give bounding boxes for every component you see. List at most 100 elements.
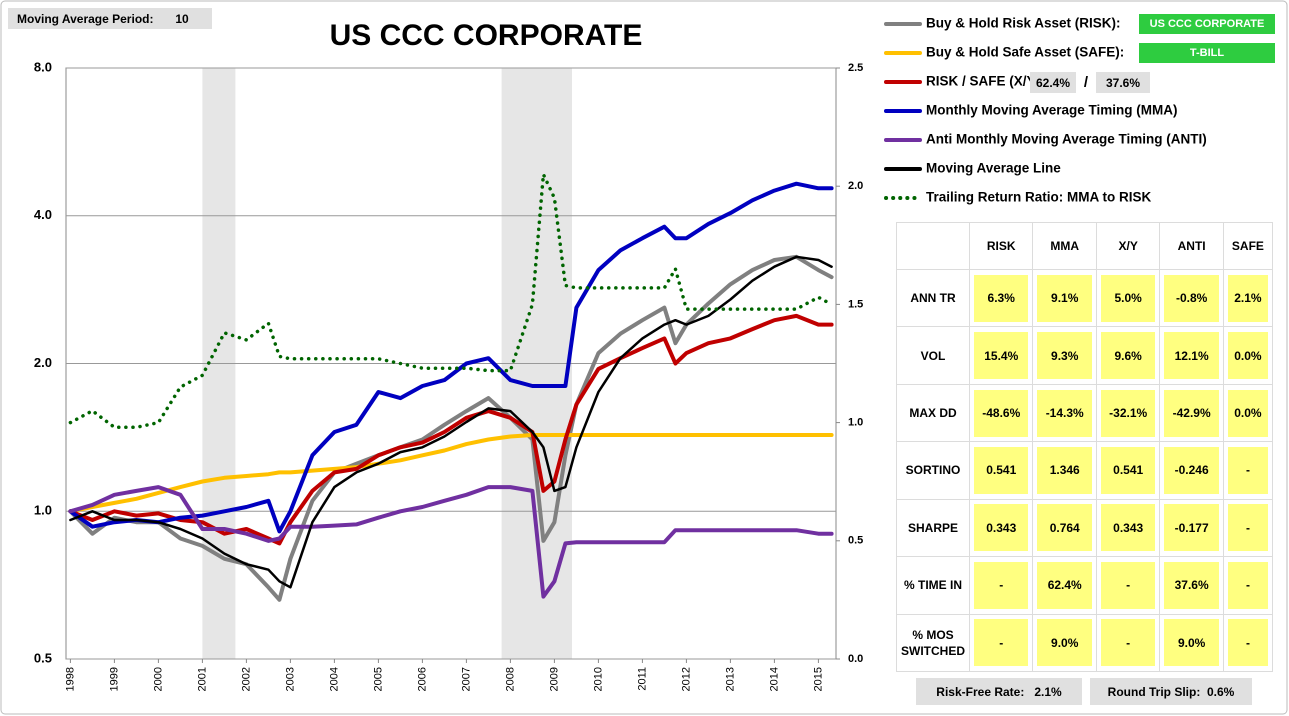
series-line — [69, 255, 833, 589]
cell-value: 9.3% — [1037, 332, 1092, 380]
table-cell: 9.1% — [1032, 268, 1097, 328]
table-cell: 1.346 — [1032, 441, 1097, 500]
row-label: % TIME IN — [896, 556, 970, 615]
table-cell: 9.6% — [1095, 326, 1161, 385]
y2-tick-label: 2.5 — [848, 62, 863, 74]
y2-tick-label: 0.5 — [848, 535, 863, 547]
x-tick-label: 2000 — [152, 667, 164, 691]
table-cell: - — [1222, 441, 1274, 500]
x-tick-label: 2007 — [460, 667, 472, 691]
series-line — [68, 433, 834, 514]
cell-value: 0.0% — [1227, 389, 1268, 437]
chart-title: US CCC CORPORATE — [330, 19, 643, 52]
series-line — [68, 313, 834, 546]
y-tick-label: 2.0 — [34, 355, 52, 370]
legend-label: Buy & Hold Safe Asset (SAFE): — [926, 45, 1124, 60]
legend-label: Anti Monthly Moving Average Timing (ANTI… — [926, 132, 1207, 147]
cell-value: - — [1227, 446, 1268, 494]
table-cell: - — [1222, 498, 1274, 558]
table-cell: 0.343 — [1095, 498, 1161, 558]
table-cell: 5.0% — [1095, 268, 1161, 328]
x-tick-label: 2001 — [196, 667, 208, 691]
cell-value: 0.343 — [1100, 504, 1156, 552]
table-cell: -0.8% — [1159, 268, 1224, 328]
stats-table: RISK MMA X/Y ANTI SAFE ANN TR 6.3% 9.1% 5.0% -0.8… — [896, 222, 1274, 673]
table-cell: 15.4% — [968, 326, 1034, 385]
cell-value: 15.4% — [974, 332, 1029, 380]
slip-value: 0.6% — [1206, 684, 1235, 699]
cell-value: 12.1% — [1164, 332, 1219, 380]
y2-tick-label: 0.0 — [848, 653, 863, 665]
cell-value: 9.0% — [1164, 619, 1219, 667]
legend-label: RISK / SAFE (X/Y): — [926, 74, 1045, 89]
column-header: SAFE — [1222, 222, 1274, 270]
cell-value: - — [974, 561, 1029, 609]
cell-value: 37.6% — [1164, 561, 1219, 609]
cell-value: 6.3% — [974, 274, 1029, 322]
ma-period-box: Moving Average Period: 10 — [8, 8, 212, 29]
row-label: ANN TR — [896, 268, 970, 328]
table-cell: 0.0% — [1222, 326, 1274, 385]
series-line — [68, 181, 834, 534]
table-cell: 0.541 — [968, 441, 1034, 500]
table-cell: -14.3% — [1032, 383, 1097, 443]
legend-label: Buy & Hold Risk Asset (RISK): — [926, 16, 1121, 31]
table-cell: - — [968, 613, 1034, 673]
table-cell: 37.6% — [1159, 556, 1224, 615]
x-tick-label: 2009 — [548, 667, 560, 691]
y-tick-label: 4.0 — [34, 207, 52, 222]
safe-asset-badge: T-BILL — [1139, 43, 1275, 63]
cell-value: -48.6% — [974, 389, 1029, 437]
x-tick-label: 2003 — [284, 667, 296, 691]
table-row: SHARPE 0.343 0.764 0.343 -0.177- — [896, 498, 1274, 558]
table-cell: 9.3% — [1032, 326, 1097, 385]
x-tick-label: 2013 — [724, 667, 736, 691]
table-cell: 12.1% — [1159, 326, 1224, 385]
table-row: SORTINO 0.541 1.346 0.541 -0.246- — [896, 441, 1274, 500]
x-tick-label: 2005 — [372, 667, 384, 691]
table-cell: -0.177 — [1159, 498, 1224, 558]
column-header: ANTI — [1159, 222, 1224, 270]
row-label: MAX DD — [896, 383, 970, 443]
legend-label: Monthly Moving Average Timing (MMA) — [926, 103, 1178, 118]
cell-value: 9.0% — [1037, 619, 1092, 667]
risk-free-label: Risk-Free Rate: — [936, 684, 1025, 699]
cell-value: - — [1227, 504, 1268, 552]
cell-value: 0.541 — [974, 446, 1029, 494]
table-cell: -32.1% — [1095, 383, 1161, 443]
x-tick-label: 2002 — [240, 667, 252, 691]
y2-tick-label: 1.0 — [848, 417, 863, 429]
cell-value: -42.9% — [1164, 389, 1219, 437]
cell-value: -14.3% — [1037, 389, 1092, 437]
series-line — [68, 172, 834, 430]
table-cell: - — [1222, 556, 1274, 615]
x-tick-label: 2006 — [416, 667, 428, 691]
y-tick-label: 8.0 — [34, 59, 52, 74]
allocation-separator: / — [1083, 74, 1089, 91]
slip-box: Round Trip Slip: 0.6% — [1090, 678, 1252, 705]
x-tick-label: 1998 — [64, 667, 76, 691]
corner-cell — [896, 222, 970, 270]
cell-value: 0.541 — [1100, 446, 1156, 494]
cell-value: 9.6% — [1100, 332, 1156, 380]
header-row: RISK MMA X/Y ANTI SAFE — [896, 222, 1274, 270]
cell-value: 0.0% — [1227, 332, 1268, 380]
cell-value: 2.1% — [1227, 274, 1268, 322]
legend-label: Trailing Return Ratio: MMA to RISK — [926, 190, 1151, 205]
row-label: SORTINO — [896, 441, 970, 500]
slip-label: Round Trip Slip: — [1107, 684, 1201, 699]
x-tick-label: 2015 — [812, 667, 824, 691]
x-tick-label: 2012 — [680, 667, 692, 691]
x-tick-label: 2008 — [504, 667, 516, 691]
y-tick-label: 1.0 — [34, 503, 52, 518]
column-header: X/Y — [1095, 222, 1161, 270]
cell-value: - — [1227, 561, 1268, 609]
table-cell: 9.0% — [1032, 613, 1097, 673]
table-cell: - — [1222, 613, 1274, 673]
cell-value: - — [1227, 619, 1268, 667]
cell-value: 9.1% — [1037, 274, 1092, 322]
table-cell: 62.4% — [1032, 556, 1097, 615]
table-cell: - — [968, 556, 1034, 615]
